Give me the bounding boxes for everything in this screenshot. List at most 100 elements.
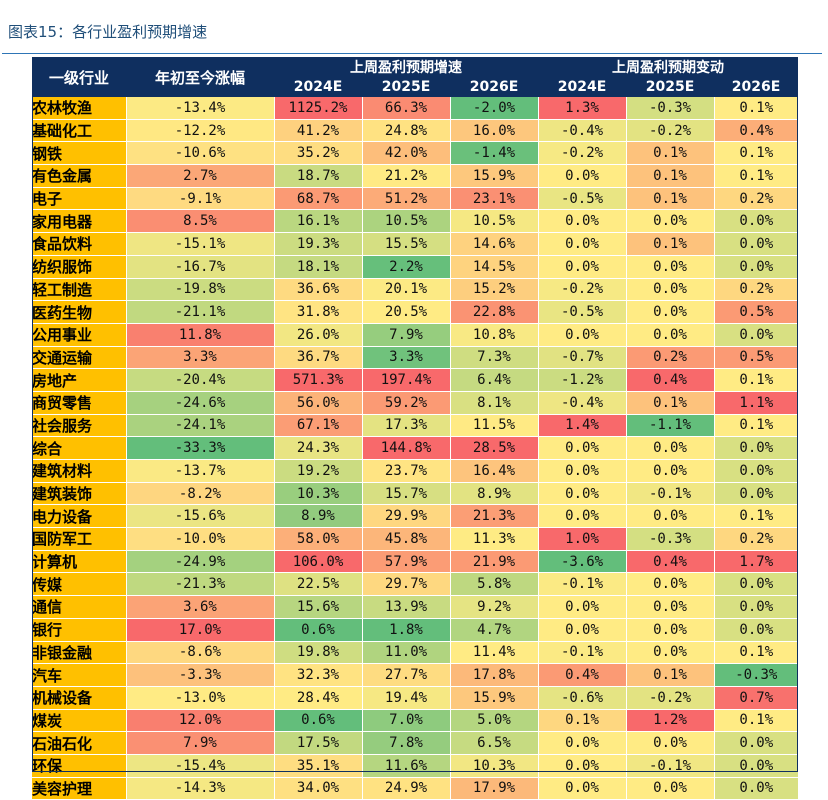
table-row: 社会服务 -24.1% 67.1% 17.3% 11.5% 1.4% -1.1% 0.1% (32, 414, 799, 438)
change-2024e-cell: 0.0% (537, 323, 627, 347)
change-2024e-cell: -0.1% (537, 572, 627, 597)
growth-2024e-cell: 106.0% (273, 550, 362, 574)
change-2026e-cell: 0.0% (713, 731, 799, 755)
growth-2025e-cell: 7.0% (361, 709, 450, 733)
ytd-cell: -15.4% (125, 754, 274, 778)
growth-2026e-cell: -2.0% (449, 97, 539, 120)
growth-2025e-cell: 13.9% (361, 595, 450, 619)
growth-2024e-cell: 22.5% (273, 572, 362, 597)
change-2025e-cell: 0.0% (625, 323, 715, 347)
growth-2026e-cell: 21.9% (449, 550, 539, 574)
change-2025e-cell: -0.1% (625, 754, 715, 778)
change-2025e-cell: 0.2% (625, 346, 715, 370)
change-2024e-cell: 0.1% (537, 709, 627, 733)
table-body: 农林牧渔 -13.4% 1125.2% 66.3% -2.0% 1.3% -0.3% 0.1%… (32, 97, 799, 800)
growth-2026e-cell: 15.2% (449, 278, 539, 302)
growth-2024e-cell: 58.0% (273, 527, 362, 551)
industry-name-cell: 社会服务 (32, 414, 126, 438)
figure-title-text: 图表15：各行业盈利预期增速 (8, 23, 208, 41)
change-2025e-cell: 0.1% (625, 141, 715, 166)
ytd-cell: 3.3% (125, 346, 274, 370)
change-2024e-cell: 0.0% (537, 459, 627, 483)
growth-2026e-cell: 8.9% (449, 482, 539, 506)
change-2024e-cell: -1.2% (537, 368, 627, 392)
change-2025e-cell: 0.0% (625, 209, 715, 234)
industry-name-cell: 交通运输 (32, 346, 126, 370)
growth-2025e-cell: 11.6% (361, 754, 450, 778)
change-2024e-cell: 0.0% (537, 618, 627, 642)
change-2025e-cell: -0.2% (625, 686, 715, 710)
table-row: 国防军工 -10.0% 58.0% 45.8% 11.3% 1.0% -0.3% 0.2% (32, 527, 799, 551)
change-2025e-cell: 0.1% (625, 391, 715, 415)
growth-2026e-cell: 5.8% (449, 572, 539, 597)
change-2026e-cell: 0.1% (713, 641, 799, 665)
change-2024e-cell: -0.6% (537, 686, 627, 710)
industry-name-cell: 综合 (32, 436, 126, 460)
industry-name-cell: 电力设备 (32, 504, 126, 529)
industry-name-cell: 轻工制造 (32, 278, 126, 302)
change-2024e-cell: 1.3% (537, 97, 627, 120)
header-row-top: 一级行业 年初至今涨幅 上周盈利预期增速 上周盈利预期变动 (32, 57, 799, 97)
change-2026e-cell: 0.0% (713, 482, 799, 506)
growth-2026e-cell: 11.4% (449, 641, 539, 665)
table-row: 机械设备 -13.0% 28.4% 19.4% 15.9% -0.6% -0.2% 0.7% (32, 686, 799, 710)
change-2026e-cell: 0.2% (713, 527, 799, 551)
growth-2026e-cell: 15.9% (449, 164, 539, 188)
change-2026e-cell: 0.7% (713, 686, 799, 710)
change-2024e-cell: -3.6% (537, 550, 627, 574)
change-2025e-cell: 0.0% (625, 255, 715, 279)
growth-2024e-cell: 28.4% (273, 686, 362, 710)
growth-2025e-cell: 45.8% (361, 527, 450, 551)
growth-2025e-cell: 11.0% (361, 641, 450, 665)
growth-2026e-cell: 10.8% (449, 323, 539, 347)
industry-name-cell: 计算机 (32, 550, 126, 574)
growth-2026e-cell: 14.6% (449, 232, 539, 256)
growth-2025e-cell: 3.3% (361, 346, 450, 370)
change-2025e-cell: 0.0% (625, 300, 715, 324)
ytd-cell: -10.6% (125, 141, 274, 166)
growth-2026e-cell: 15.9% (449, 686, 539, 710)
growth-2025e-cell: 7.9% (361, 323, 450, 347)
table-row: 基础化工 -12.2% 41.2% 24.8% 16.0% -0.4% -0.2% 0.4% (32, 119, 799, 143)
ytd-cell: -16.7% (125, 255, 274, 279)
change-2025e-cell: 1.2% (625, 709, 715, 733)
growth-2024e-cell: 19.3% (273, 232, 362, 256)
change-2026e-cell: 0.0% (713, 436, 799, 460)
growth-2025e-cell: 15.7% (361, 482, 450, 506)
ytd-cell: 8.5% (125, 209, 274, 234)
table-row: 综合 -33.3% 24.3% 144.8% 28.5% 0.0% 0.0% 0.0% (32, 436, 799, 460)
ytd-cell: -3.3% (125, 663, 274, 687)
change-2026e-cell: 0.1% (713, 504, 799, 529)
change-2024e-cell: 0.0% (537, 164, 627, 188)
ytd-cell: -15.1% (125, 232, 274, 256)
growth-2024e-cell: 35.1% (273, 754, 362, 778)
change-2025e-cell: -0.3% (625, 527, 715, 551)
growth-2026e-cell: 11.5% (449, 414, 539, 438)
table-row: 建筑材料 -13.7% 19.2% 23.7% 16.4% 0.0% 0.0% 0.0% (32, 459, 799, 483)
growth-2025e-cell: 197.4% (361, 368, 450, 392)
header-growth-2026e: 2026E (450, 77, 539, 97)
industry-name-cell: 环保 (32, 754, 126, 778)
growth-2024e-cell: 0.6% (273, 618, 362, 642)
growth-2026e-cell: 22.8% (449, 300, 539, 324)
change-2024e-cell: -0.5% (537, 300, 627, 324)
growth-2025e-cell: 29.7% (361, 572, 450, 597)
ytd-cell: -24.6% (125, 391, 274, 415)
growth-2024e-cell: 36.6% (273, 278, 362, 302)
growth-2025e-cell: 144.8% (361, 436, 450, 460)
table-row: 医药生物 -21.1% 31.8% 20.5% 22.8% -0.5% 0.0% 0.5% (32, 300, 799, 324)
table-row: 汽车 -3.3% 32.3% 27.7% 17.8% 0.4% 0.1% -0.3% (32, 663, 799, 687)
ytd-cell: -13.7% (125, 459, 274, 483)
change-2024e-cell: 0.0% (537, 504, 627, 529)
header-industry: 一级行业 (32, 57, 126, 97)
change-2024e-cell: -0.2% (537, 141, 627, 166)
change-2025e-cell: 0.0% (625, 731, 715, 755)
growth-2025e-cell: 29.9% (361, 504, 450, 529)
change-2024e-cell: -0.7% (537, 346, 627, 370)
industry-name-cell: 食品饮料 (32, 232, 126, 256)
change-2024e-cell: 0.0% (537, 482, 627, 506)
growth-2024e-cell: 56.0% (273, 391, 362, 415)
change-2024e-cell: 0.0% (537, 595, 627, 619)
growth-2026e-cell: 5.0% (449, 709, 539, 733)
change-2025e-cell: 0.0% (625, 278, 715, 302)
